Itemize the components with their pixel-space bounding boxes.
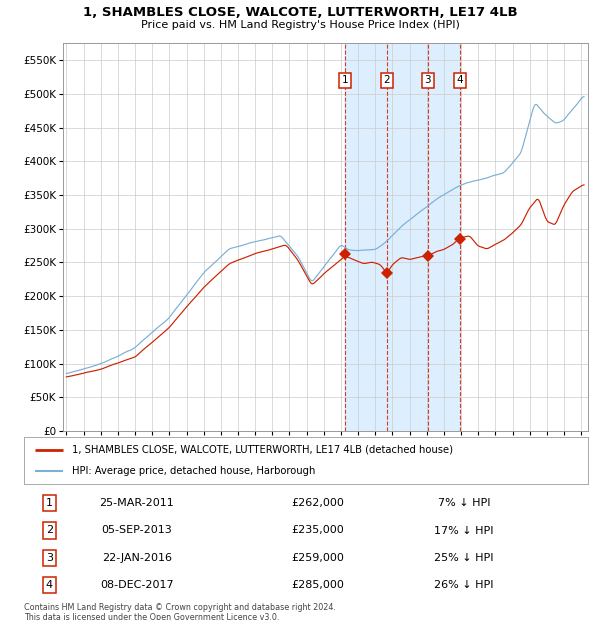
Text: £262,000: £262,000: [291, 498, 344, 508]
Text: HPI: Average price, detached house, Harborough: HPI: Average price, detached house, Harb…: [72, 466, 316, 476]
Text: 3: 3: [424, 76, 431, 86]
Text: £259,000: £259,000: [291, 552, 344, 562]
Text: 2: 2: [46, 526, 53, 536]
Text: 3: 3: [46, 552, 53, 562]
Text: 4: 4: [457, 76, 463, 86]
Text: 2: 2: [383, 76, 390, 86]
Text: 1, SHAMBLES CLOSE, WALCOTE, LUTTERWORTH, LE17 4LB: 1, SHAMBLES CLOSE, WALCOTE, LUTTERWORTH,…: [83, 6, 517, 19]
Text: £285,000: £285,000: [291, 580, 344, 590]
Text: 17% ↓ HPI: 17% ↓ HPI: [434, 526, 494, 536]
Text: 1, SHAMBLES CLOSE, WALCOTE, LUTTERWORTH, LE17 4LB (detached house): 1, SHAMBLES CLOSE, WALCOTE, LUTTERWORTH,…: [72, 445, 453, 454]
Text: Price paid vs. HM Land Registry's House Price Index (HPI): Price paid vs. HM Land Registry's House …: [140, 20, 460, 30]
Text: 1: 1: [46, 498, 53, 508]
Bar: [345, 43, 460, 431]
Text: 1: 1: [341, 76, 348, 86]
Text: 08-DEC-2017: 08-DEC-2017: [100, 580, 173, 590]
Text: £235,000: £235,000: [291, 526, 344, 536]
Text: 25% ↓ HPI: 25% ↓ HPI: [434, 552, 494, 562]
Text: 22-JAN-2016: 22-JAN-2016: [102, 552, 172, 562]
Text: 7% ↓ HPI: 7% ↓ HPI: [437, 498, 490, 508]
Text: 05-SEP-2013: 05-SEP-2013: [101, 526, 172, 536]
Text: Contains HM Land Registry data © Crown copyright and database right 2024.
This d: Contains HM Land Registry data © Crown c…: [24, 603, 336, 620]
Text: 25-MAR-2011: 25-MAR-2011: [100, 498, 174, 508]
Text: 4: 4: [46, 580, 53, 590]
Text: 26% ↓ HPI: 26% ↓ HPI: [434, 580, 494, 590]
